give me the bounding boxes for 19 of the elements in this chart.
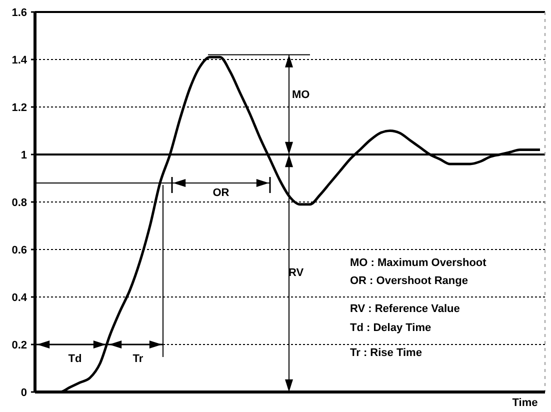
- annotation: OR: [212, 187, 230, 199]
- y-tick-label: 1.6: [12, 6, 27, 19]
- annotation: RV : Reference Value: [350, 303, 460, 315]
- x-axis-title: Time: [512, 397, 538, 409]
- annotation: Tr: [132, 353, 144, 365]
- annotation: MO: [292, 89, 310, 101]
- annotation: MO : Maximum Overshoot: [350, 257, 487, 269]
- annotation: OR : Overshoot Range: [350, 275, 468, 287]
- annotation: Tr : Rise Time: [350, 347, 422, 359]
- y-tick-label: 0.8: [12, 196, 27, 209]
- annotation: Td: [68, 353, 82, 365]
- y-tick-label: 0.2: [12, 339, 27, 352]
- y-tick-label: 0.6: [12, 244, 27, 256]
- y-tick-label: 0.4: [12, 292, 28, 304]
- y-tick-label: 1.2: [12, 102, 27, 114]
- y-tick-label: 1: [20, 149, 27, 162]
- y-tick-label: 0: [20, 386, 27, 399]
- annotation: Td : Delay Time: [350, 322, 432, 334]
- y-tick-label: 1.4: [12, 54, 28, 66]
